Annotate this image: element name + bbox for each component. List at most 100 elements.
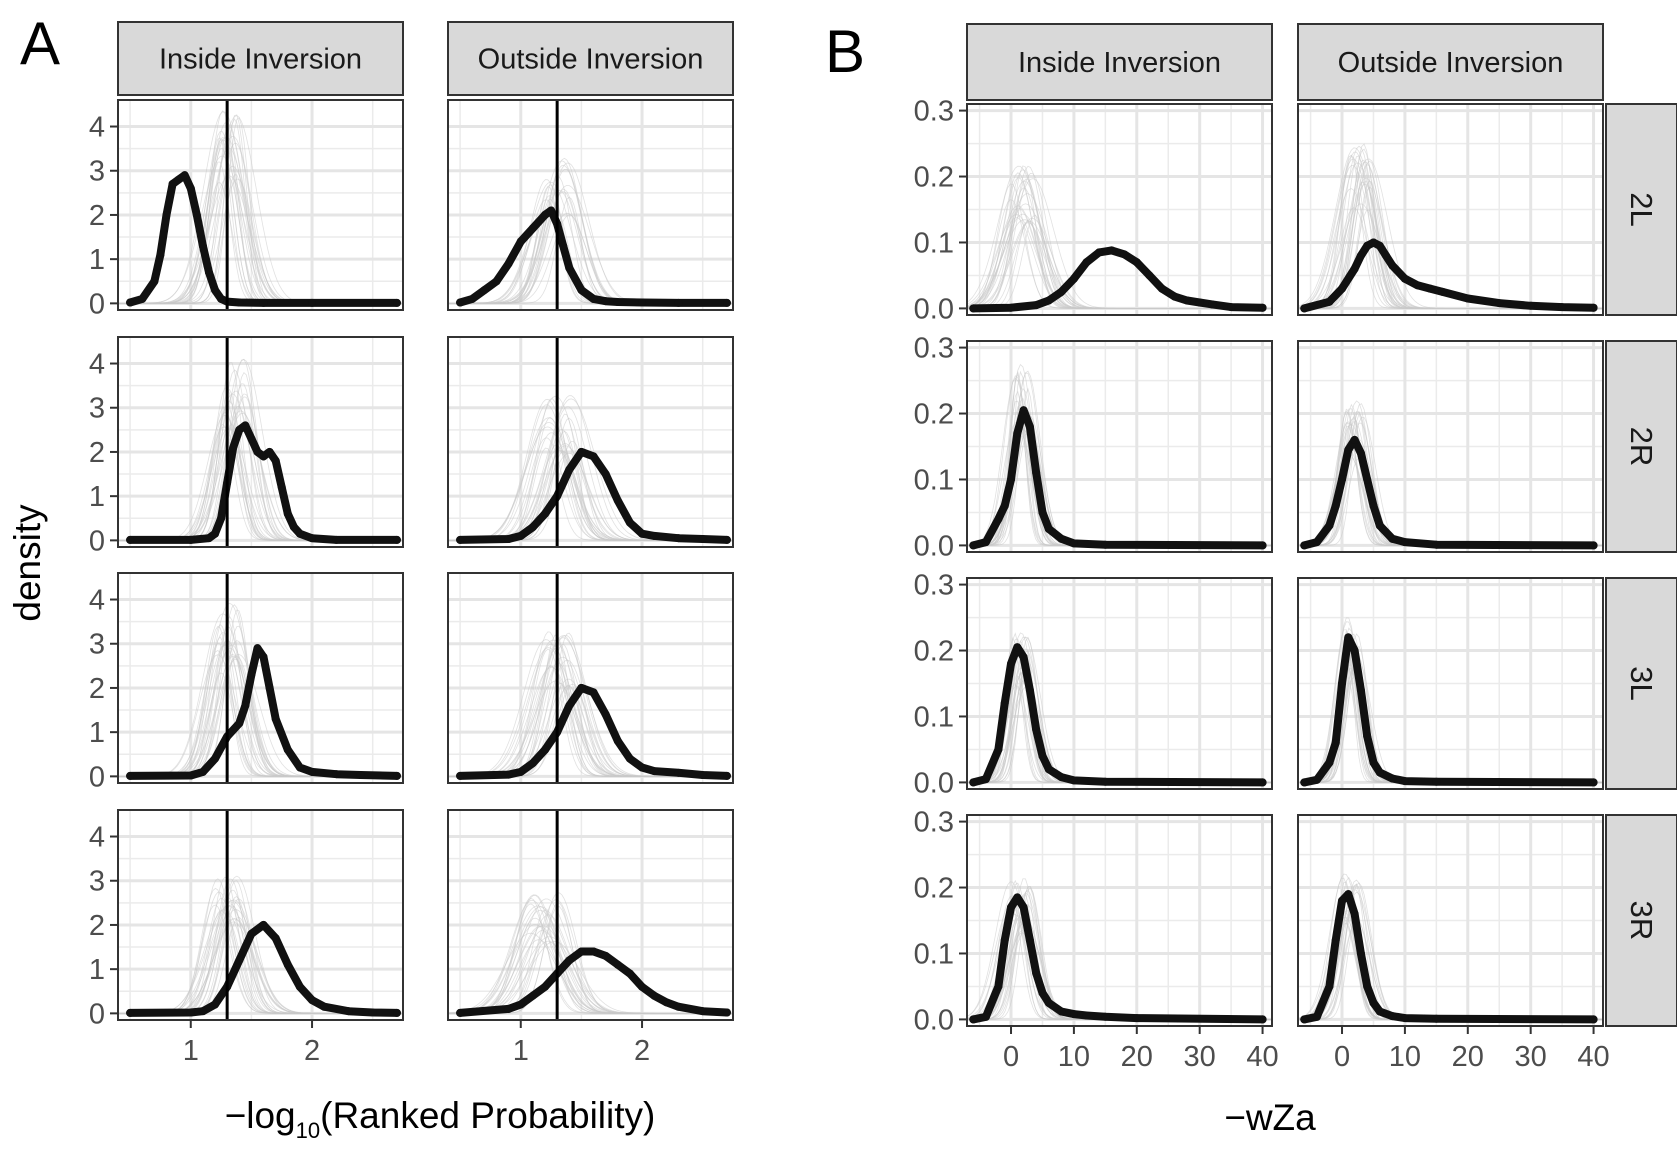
density-point bbox=[613, 960, 622, 969]
density-point bbox=[138, 294, 147, 303]
density-point bbox=[253, 644, 262, 653]
density-point bbox=[565, 264, 574, 272]
density-point bbox=[1338, 475, 1347, 484]
density-point bbox=[1325, 758, 1334, 767]
density-point bbox=[1044, 524, 1053, 533]
density-point bbox=[308, 298, 317, 307]
density-point bbox=[504, 1004, 513, 1013]
plot-background bbox=[448, 573, 733, 783]
density-point bbox=[1363, 982, 1372, 991]
y-tick-label: 0.3 bbox=[914, 96, 954, 128]
density-point bbox=[638, 529, 647, 538]
x-axis-title-subscript: 10 bbox=[296, 1118, 320, 1143]
density-point bbox=[1183, 296, 1192, 305]
density-point bbox=[625, 754, 634, 763]
density-point bbox=[344, 1007, 353, 1016]
y-tick-label: 3 bbox=[89, 156, 105, 188]
x-tick-label: 2 bbox=[304, 1035, 320, 1067]
y-tick-label: 1 bbox=[89, 717, 105, 749]
column-strip bbox=[447, 21, 734, 96]
density-point bbox=[516, 767, 525, 776]
density-point bbox=[456, 1008, 465, 1017]
density-point bbox=[1375, 768, 1384, 777]
density-point bbox=[981, 775, 990, 784]
density-point bbox=[1032, 725, 1041, 734]
density-point bbox=[1388, 774, 1397, 783]
density-point bbox=[1038, 752, 1047, 761]
y-tick-label: 0.2 bbox=[914, 162, 954, 194]
density-point bbox=[1526, 301, 1535, 310]
density-point bbox=[235, 298, 244, 307]
density-point bbox=[1344, 890, 1353, 899]
density-point bbox=[247, 434, 256, 443]
x-tick-label: 10 bbox=[1389, 1041, 1421, 1073]
density-point bbox=[271, 714, 280, 723]
facet-101 bbox=[1297, 103, 1604, 316]
facet-107: 0 10 20 30 40 bbox=[1297, 814, 1610, 1073]
x-tick-label: 2 bbox=[634, 1035, 650, 1067]
density-point bbox=[504, 259, 513, 268]
density-point bbox=[698, 771, 707, 780]
density-point bbox=[1145, 271, 1154, 280]
density-point bbox=[1375, 521, 1384, 530]
y-tick-label: 4 bbox=[89, 822, 105, 854]
density-point bbox=[392, 771, 401, 780]
panel-border bbox=[447, 99, 734, 311]
facet-105 bbox=[1297, 577, 1604, 790]
density-point bbox=[969, 1015, 978, 1024]
row-strip bbox=[1605, 103, 1677, 316]
density-point bbox=[1356, 686, 1365, 695]
density-point bbox=[259, 298, 268, 307]
y-tick-label: 2 bbox=[89, 437, 105, 469]
column-strip bbox=[1297, 23, 1604, 101]
density-point bbox=[1227, 303, 1236, 312]
density-point bbox=[186, 535, 195, 544]
density-point bbox=[1101, 777, 1110, 786]
y-tick-label: 0.1 bbox=[914, 227, 954, 259]
row-strip-label: 2R bbox=[1624, 427, 1659, 467]
density-point bbox=[480, 286, 489, 295]
density-point bbox=[547, 206, 556, 215]
density-point bbox=[1170, 292, 1179, 301]
density-point bbox=[241, 421, 250, 430]
density-point bbox=[589, 294, 598, 303]
density-point bbox=[1107, 246, 1116, 255]
density-point bbox=[1101, 540, 1110, 549]
density-point bbox=[565, 465, 574, 474]
density-point bbox=[126, 1008, 135, 1017]
y-tick-label: 0.2 bbox=[914, 873, 954, 905]
density-point bbox=[1000, 699, 1009, 708]
density-point bbox=[601, 297, 610, 306]
y-tick-label: 4 bbox=[89, 585, 105, 617]
density-point bbox=[1019, 653, 1028, 662]
density-point bbox=[650, 531, 659, 540]
row-strip bbox=[1605, 814, 1677, 1027]
row-strip-label: 3R bbox=[1624, 901, 1659, 941]
density-point bbox=[308, 767, 317, 776]
density-point bbox=[589, 452, 598, 461]
density-point bbox=[156, 250, 165, 259]
density-point bbox=[1325, 521, 1334, 530]
plot-background bbox=[448, 100, 733, 310]
density-point bbox=[601, 470, 610, 479]
density-point bbox=[211, 1000, 220, 1009]
density-point bbox=[1369, 998, 1378, 1007]
density-point bbox=[1057, 534, 1066, 543]
density-point bbox=[1589, 1015, 1598, 1024]
density-point bbox=[204, 268, 213, 277]
density-point bbox=[1044, 296, 1053, 305]
y-tick-label: 3 bbox=[89, 866, 105, 898]
density-point bbox=[1032, 468, 1041, 477]
null-curve-bundle bbox=[447, 892, 733, 1014]
density-point bbox=[1325, 297, 1334, 306]
density-point bbox=[1258, 303, 1267, 312]
column-strip bbox=[966, 23, 1273, 101]
density-point bbox=[211, 529, 220, 538]
y-tick-label: 2 bbox=[89, 673, 105, 705]
density-point bbox=[994, 515, 1003, 524]
y-tick-label: 0.1 bbox=[914, 701, 954, 733]
y-tick-label: 1 bbox=[89, 954, 105, 986]
density-point bbox=[981, 538, 990, 547]
y-tick-label: 0.1 bbox=[914, 464, 954, 496]
